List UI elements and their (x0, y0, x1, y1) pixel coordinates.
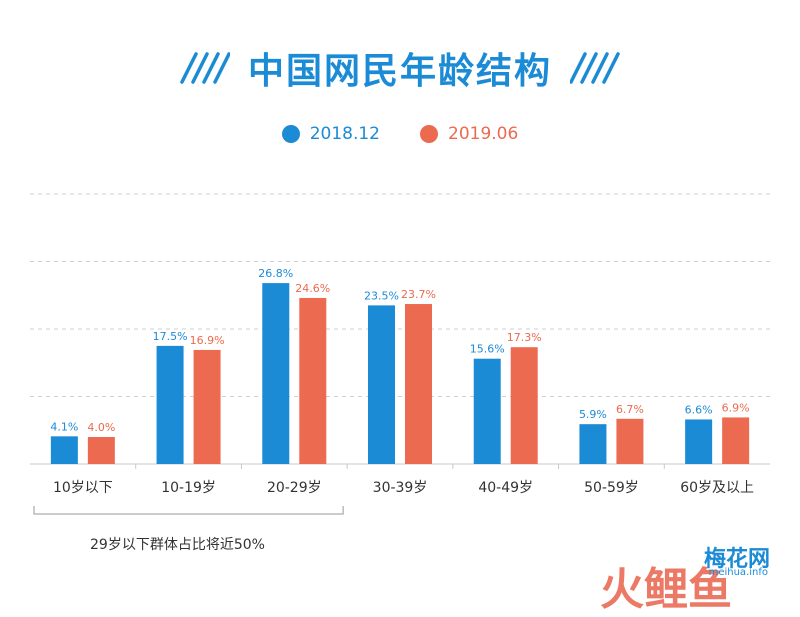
chart-title-row: 中国网民年龄结构 (0, 38, 800, 98)
annotation-text: 29岁以下群体占比将近50% (90, 537, 265, 553)
data-label: 5.9% (579, 408, 607, 421)
data-label: 4.1% (50, 420, 78, 433)
x-tick-label: 10岁以下 (53, 480, 113, 496)
bar-2019 (722, 417, 750, 464)
watermark-logo-text: 梅花网 (703, 547, 770, 572)
bar-2019 (87, 437, 115, 464)
bar-2018 (685, 419, 713, 464)
data-label: 24.6% (295, 282, 330, 295)
data-label: 16.9% (190, 334, 225, 347)
data-label: 17.5% (153, 330, 188, 343)
x-tick-label: 50-59岁 (584, 480, 639, 496)
watermark-sub-text: meihua.info (708, 567, 768, 578)
legend-item-2019: 2019.06 (420, 124, 518, 144)
x-tick-label: 30-39岁 (373, 480, 428, 496)
data-label: 26.8% (258, 267, 293, 280)
x-tick-label: 20-29岁 (267, 480, 322, 496)
watermark-big-text: 火鲤鱼 (600, 564, 732, 615)
legend-dot-2019 (420, 125, 438, 143)
bar-2019 (193, 349, 221, 464)
data-label: 6.9% (722, 401, 750, 414)
watermark: 火鲤鱼 梅花网 meihua.info (600, 533, 790, 615)
data-label: 6.7% (616, 403, 644, 416)
legend-dot-2018 (281, 125, 300, 143)
bar-2019 (616, 418, 644, 464)
slashes-left-icon (180, 52, 230, 84)
slashes-right-icon (570, 52, 620, 84)
bar-2019 (510, 347, 538, 464)
legend-item-2018: 2018.12 (281, 124, 380, 144)
x-tick-label: 60岁及以上 (680, 480, 754, 496)
data-label: 23.5% (364, 289, 399, 302)
annotation-bracket (33, 506, 344, 515)
data-label: 6.6% (685, 403, 713, 416)
bar-2018 (262, 283, 290, 464)
data-label: 15.6% (470, 343, 505, 356)
bar-2019 (299, 297, 327, 464)
bar-2018 (50, 436, 78, 464)
bar-2018 (368, 305, 395, 464)
bar-2018 (579, 424, 607, 464)
bar-2019 (405, 304, 432, 464)
x-tick-label: 40-49岁 (478, 480, 533, 496)
legend-label-2019: 2019.06 (448, 124, 519, 144)
x-tick-label: 10-19岁 (161, 480, 216, 496)
bar-2018 (473, 358, 501, 464)
data-label: 23.7% (401, 288, 436, 301)
legend-label-2018: 2018.12 (309, 124, 380, 144)
data-label: 17.3% (507, 331, 542, 344)
chart-title: 中国网民年龄结构 (247, 51, 552, 92)
data-label: 4.0% (87, 421, 115, 434)
bar-2018 (156, 345, 184, 464)
legend: 2018.12 2019.06 (0, 124, 800, 144)
